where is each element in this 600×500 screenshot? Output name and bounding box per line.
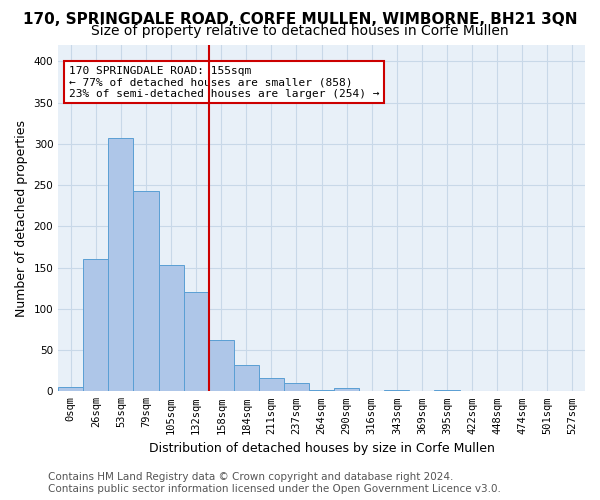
Bar	[434, 390, 460, 392]
Bar	[385, 390, 409, 392]
Text: Contains HM Land Registry data © Crown copyright and database right 2024.
Contai: Contains HM Land Registry data © Crown c…	[48, 472, 501, 494]
Bar	[259, 378, 284, 392]
Text: 170, SPRINGDALE ROAD, CORFE MULLEN, WIMBORNE, BH21 3QN: 170, SPRINGDALE ROAD, CORFE MULLEN, WIMB…	[23, 12, 577, 28]
Bar	[109, 138, 133, 392]
Bar	[284, 383, 309, 392]
Bar	[184, 292, 209, 392]
Text: Size of property relative to detached houses in Corfe Mullen: Size of property relative to detached ho…	[91, 24, 509, 38]
Text: 170 SPRINGDALE ROAD: 155sqm
← 77% of detached houses are smaller (858)
23% of se: 170 SPRINGDALE ROAD: 155sqm ← 77% of det…	[69, 66, 379, 99]
Bar	[83, 260, 109, 392]
X-axis label: Distribution of detached houses by size in Corfe Mullen: Distribution of detached houses by size …	[149, 442, 494, 455]
Bar	[234, 365, 259, 392]
Bar	[209, 340, 234, 392]
Bar	[334, 388, 359, 392]
Bar	[58, 387, 83, 392]
Y-axis label: Number of detached properties: Number of detached properties	[15, 120, 28, 316]
Bar	[309, 390, 334, 392]
Bar	[133, 191, 158, 392]
Bar	[158, 265, 184, 392]
